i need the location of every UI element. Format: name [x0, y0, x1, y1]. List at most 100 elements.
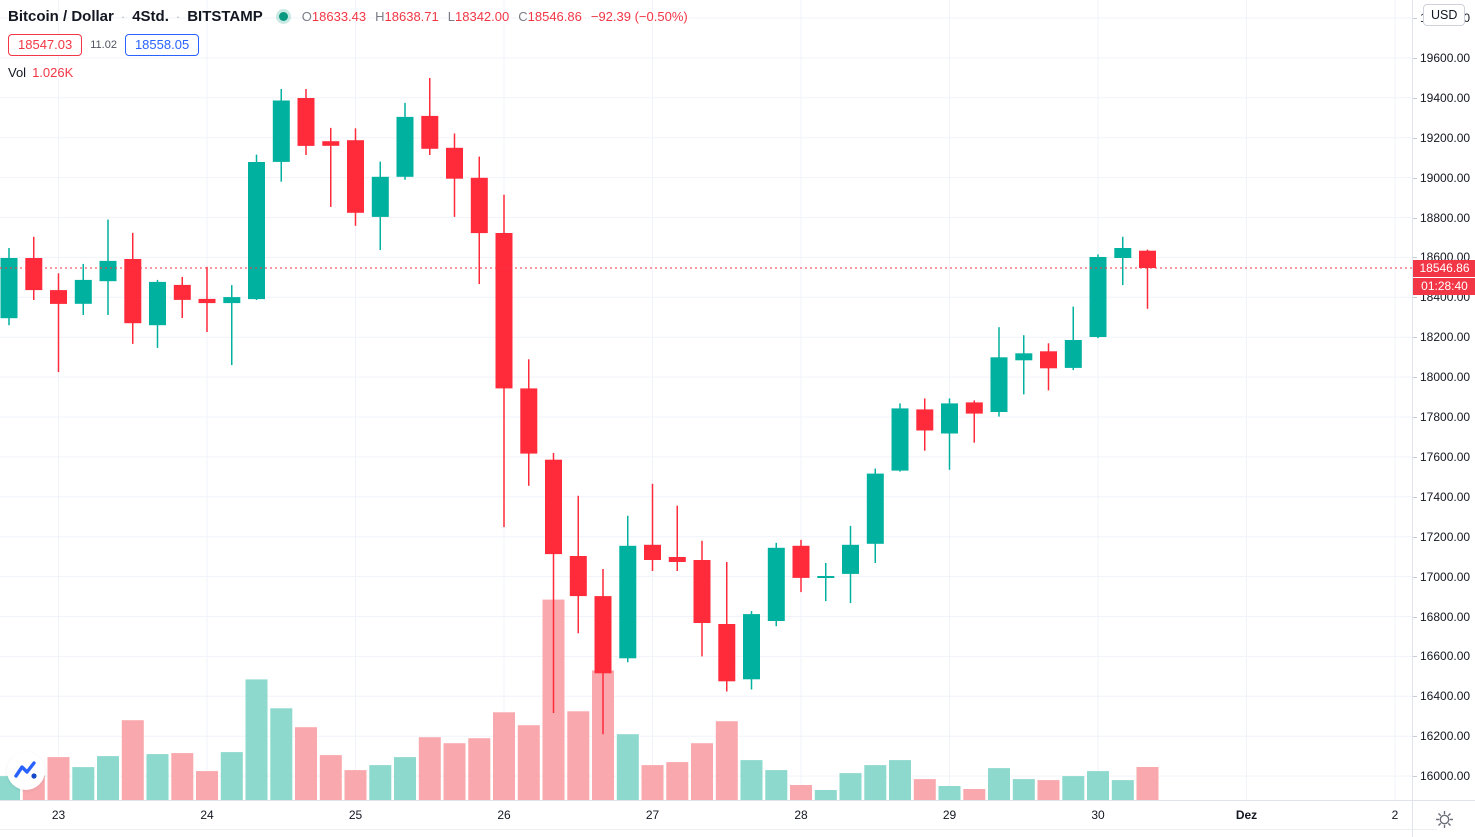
volume-bar — [1012, 779, 1035, 800]
volume-bar — [517, 725, 540, 800]
volume-bar — [369, 765, 392, 800]
separator-dot: · — [120, 8, 126, 24]
price-axis-label: 18000.00 — [1412, 370, 1471, 385]
close-value: 18546.86 — [527, 8, 582, 24]
sell-button[interactable]: 18547.03 — [8, 34, 83, 56]
time-axis-label: 27 — [645, 808, 660, 822]
volume-bar — [245, 679, 268, 800]
candle-body — [198, 298, 216, 304]
price-axis-label: 17200.00 — [1412, 529, 1471, 544]
time-axis-label: 26 — [497, 808, 511, 822]
volume-bar — [740, 760, 763, 800]
price-axis-label: 16800.00 — [1412, 609, 1471, 624]
candle-body — [891, 408, 909, 471]
candle-body — [446, 147, 463, 179]
volume-bar — [1037, 780, 1060, 800]
time-axis-label: 2 — [1391, 808, 1399, 822]
exchange-label[interactable]: BITSTAMP — [187, 7, 263, 25]
candle-body — [1064, 340, 1082, 368]
symbol-title[interactable]: Bitcoin / Dollar — [8, 7, 114, 25]
volume-label: Vol — [8, 65, 27, 80]
axis-settings-corner[interactable] — [1412, 800, 1475, 837]
ohlc-readout: O18633.43 H18638.71 L18342.00 C18546.86 … — [302, 9, 688, 24]
bottom-hairline — [0, 829, 1437, 830]
candlestick-chart[interactable] — [0, 0, 1412, 800]
volume-bar — [295, 727, 317, 800]
volume-bar — [220, 752, 243, 800]
time-scale[interactable]: 23 24 25 26 27 28 29 30 Dez 2 — [0, 800, 1412, 837]
candle-body — [965, 402, 983, 414]
volume-bar — [196, 771, 218, 800]
time-axis-label: 29 — [942, 808, 957, 822]
separator-dot: · — [175, 8, 181, 24]
candle-body — [1089, 257, 1107, 337]
time-axis-label: 28 — [794, 808, 808, 822]
candle-body — [644, 544, 661, 560]
time-axis-label: Dez — [1235, 808, 1258, 822]
candle-body — [396, 116, 414, 177]
volume-bar — [97, 756, 119, 800]
candle-body — [248, 162, 265, 300]
candle-body — [594, 596, 612, 674]
candle-body — [173, 284, 191, 300]
volume-bar — [1111, 780, 1134, 800]
tradingview-logo[interactable] — [7, 752, 45, 790]
low-value: 18342.00 — [455, 8, 510, 24]
volume-bar — [468, 738, 491, 800]
price-axis-label: 17400.00 — [1412, 489, 1471, 504]
chart-pane[interactable] — [0, 0, 1412, 800]
candle-body — [124, 259, 142, 324]
price-axis-label: 17600.00 — [1412, 449, 1471, 464]
candle-body — [767, 547, 785, 621]
close-key: C — [518, 8, 528, 24]
candle-body — [866, 473, 884, 544]
time-axis-label: 23 — [51, 808, 66, 822]
mountain-chart-icon — [14, 761, 37, 779]
volume-bar — [814, 790, 837, 800]
volume-bar — [72, 767, 95, 800]
price-axis-label: 18800.00 — [1412, 210, 1471, 225]
candle-body — [1015, 353, 1033, 361]
volume-bar — [493, 712, 515, 800]
candle-body — [693, 560, 711, 623]
price-axis-label: 16400.00 — [1412, 689, 1471, 704]
price-axis-label: 19400.00 — [1412, 90, 1471, 105]
volume-bar — [839, 773, 862, 800]
candle-body — [495, 233, 513, 389]
volume-bar — [963, 789, 986, 800]
spread-value: 11.02 — [90, 39, 117, 51]
bar-countdown-badge: 01:28:40 — [1413, 277, 1475, 295]
market-status-dot-icon[interactable] — [278, 11, 288, 21]
volume-bar — [1062, 776, 1085, 800]
price-axis-label: 17000.00 — [1412, 569, 1471, 584]
time-axis-label: 24 — [200, 808, 214, 822]
candle-body — [817, 576, 835, 578]
candle-body — [1114, 248, 1132, 258]
volume-bar — [567, 711, 590, 800]
last-price-axis-badge: 18546.86 — [1413, 259, 1475, 277]
volume-bar — [146, 754, 169, 800]
candle-body — [470, 177, 488, 234]
candle-body — [371, 176, 389, 217]
high-value: 18638.71 — [384, 8, 439, 24]
price-axis-label: 19200.00 — [1412, 130, 1471, 145]
candle-body — [74, 279, 92, 304]
volume-bar — [913, 779, 936, 800]
volume-bar — [938, 786, 961, 800]
currency-unit-button[interactable]: USD — [1423, 4, 1466, 26]
volume-bar — [1087, 771, 1109, 800]
buy-button[interactable]: 18558.05 — [124, 34, 200, 56]
volume-bar — [47, 757, 70, 800]
price-scale[interactable]: 16000.00 16200.00 16400.00 16600.00 16800.00… — [1412, 0, 1475, 800]
candle-body — [718, 624, 736, 682]
time-axis-label: 30 — [1091, 808, 1105, 822]
volume-bar — [171, 753, 194, 800]
price-axis-label: 17800.00 — [1412, 410, 1471, 424]
volume-bar — [889, 760, 911, 800]
low-key: L — [447, 8, 455, 24]
gear-icon[interactable] — [1435, 810, 1454, 829]
candle-body — [99, 260, 117, 282]
candle-body — [743, 614, 760, 680]
volume-bar — [790, 785, 812, 800]
interval-label[interactable]: 4Std. — [132, 7, 169, 25]
